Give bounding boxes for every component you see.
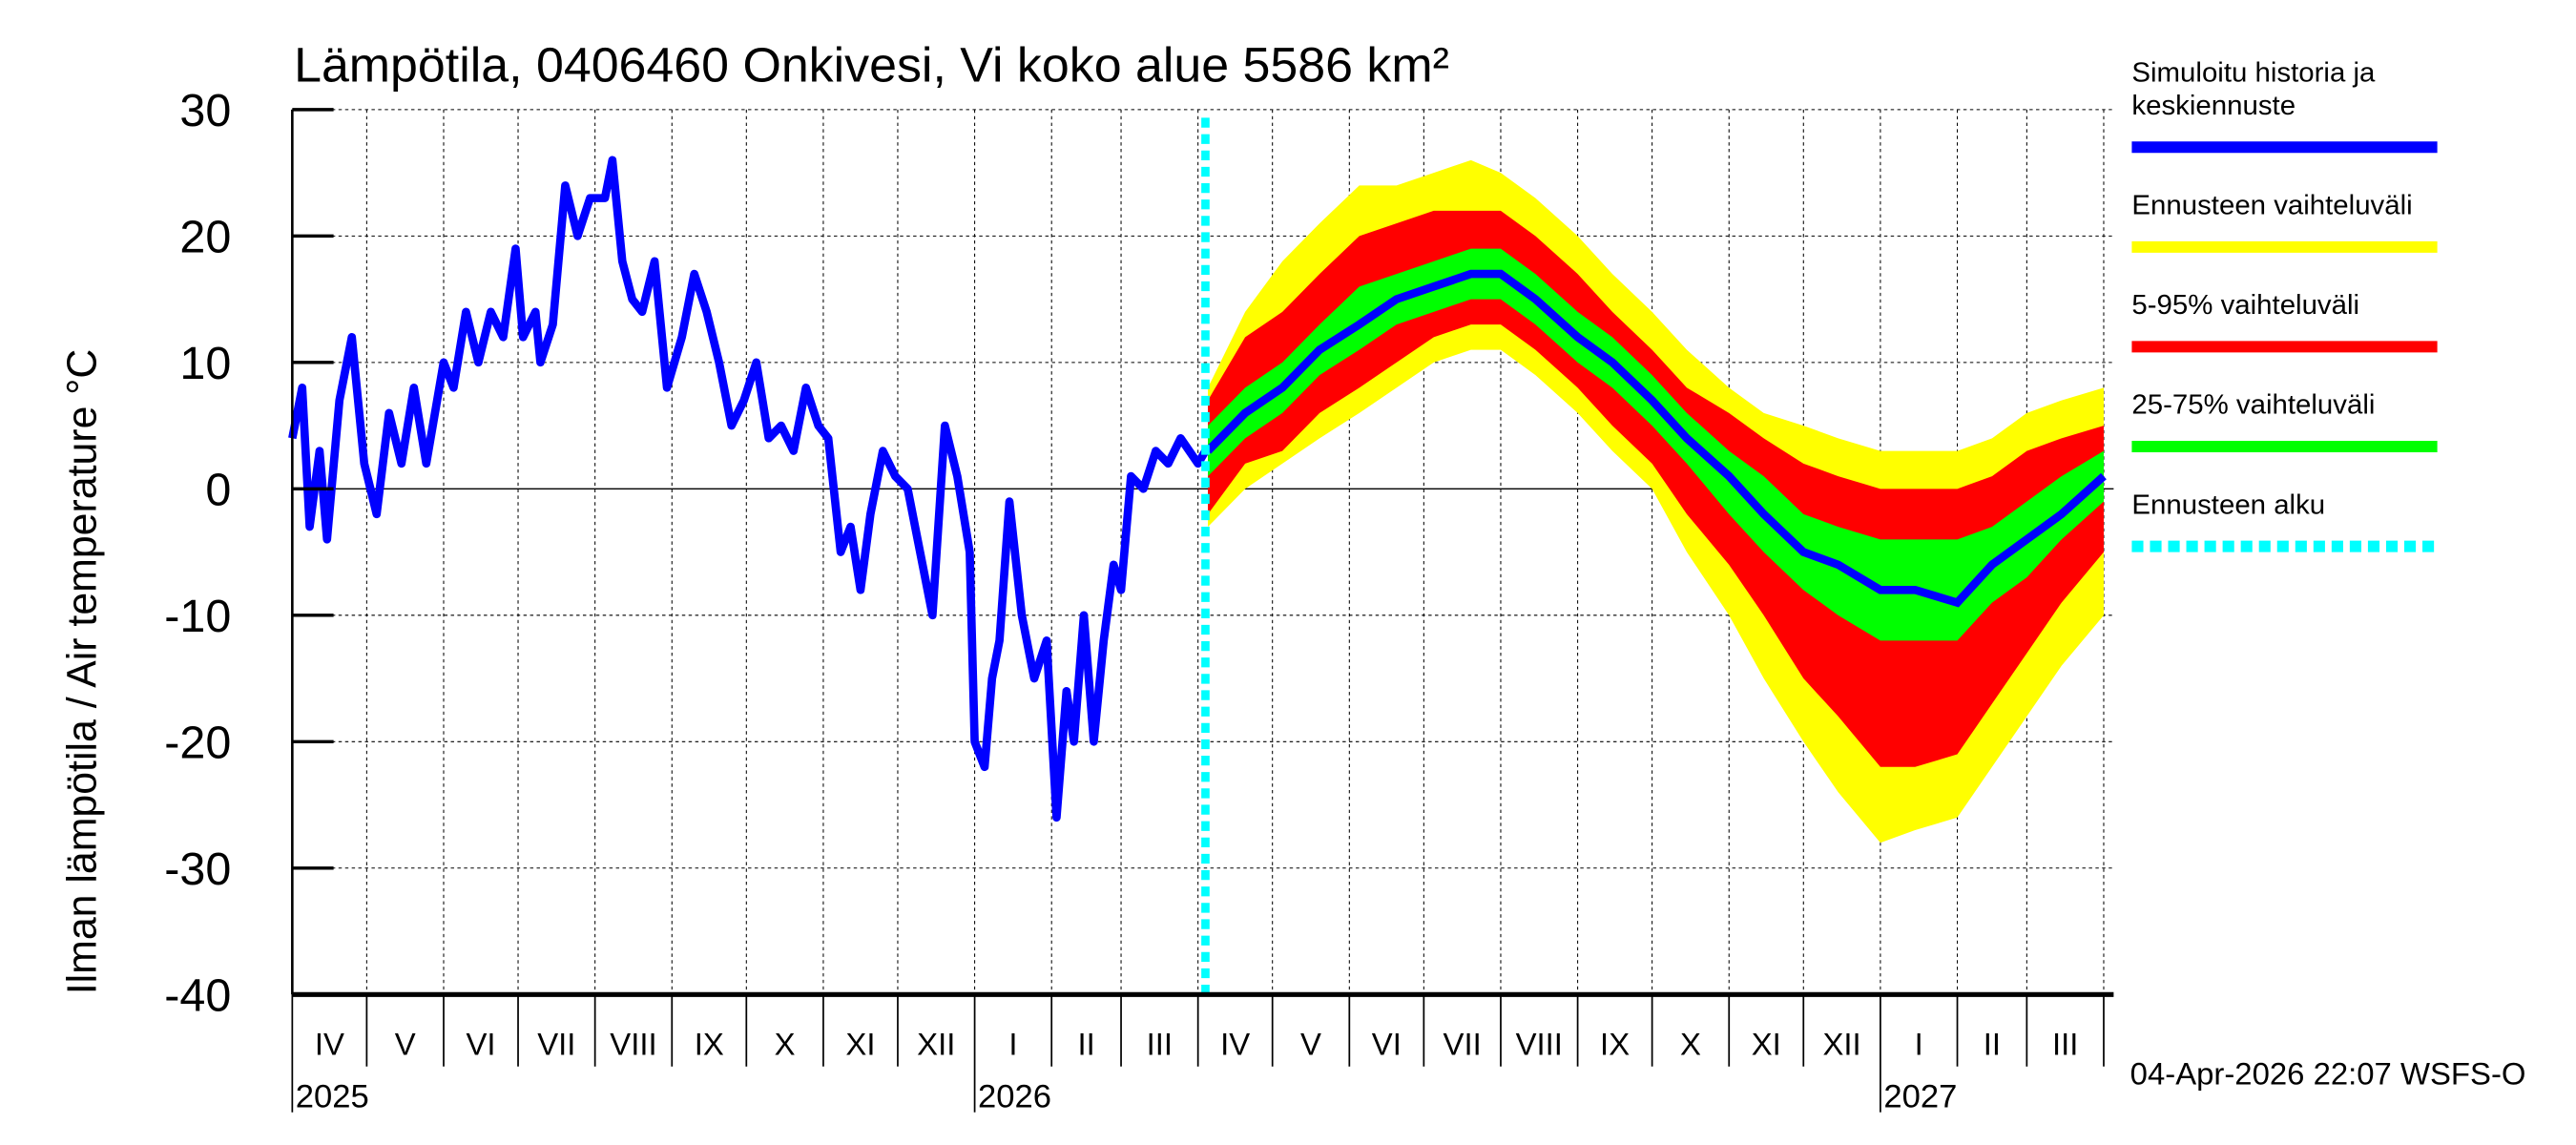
y-tick-label: 30 [179,85,231,136]
legend-label: 5-95% vaihteluväli [2131,289,2359,321]
month-label: V [1300,1027,1321,1062]
month-label: XI [1752,1027,1781,1062]
legend-label: keskiennuste [2131,90,2296,121]
y-tick-label: -10 [164,591,231,642]
month-label: XII [1822,1027,1860,1062]
legend-label: Simuloitu historia ja [2131,57,2376,89]
month-label: IX [1600,1027,1630,1062]
chart-title: Lämpötila, 0406460 Onkivesi, Vi koko alu… [294,37,1449,93]
month-label: I [1008,1027,1017,1062]
month-label: III [2052,1027,2078,1062]
month-label: X [775,1027,796,1062]
month-label: XII [917,1027,955,1062]
month-label: X [1680,1027,1701,1062]
year-label: 2027 [1883,1079,1957,1115]
y-tick-label: -30 [164,843,231,895]
month-label: VIII [610,1027,656,1062]
month-label: II [1077,1027,1094,1062]
month-label: III [1147,1027,1173,1062]
month-label: VII [537,1027,575,1062]
median-forecast-line [1204,269,2107,608]
month-label: VI [1372,1027,1402,1062]
year-label: 2026 [978,1079,1051,1115]
history-line [288,156,1210,822]
series-lines [288,117,2107,995]
y-tick-label: -20 [164,718,231,769]
month-label: IV [315,1027,344,1062]
forecast-bands [1208,159,2104,843]
month-label: IX [695,1027,724,1062]
month-label: II [1984,1027,2001,1062]
month-label: VII [1444,1027,1482,1062]
month-label: IV [1220,1027,1250,1062]
footer-timestamp: 04-Apr-2026 22:07 WSFS-O [2130,1056,2526,1092]
y-axis-label: Ilman lämpötila / Air temperature °C [59,349,105,995]
year-label: 2025 [296,1079,369,1115]
legend-label: Ennusteen alku [2131,489,2325,520]
y-tick-label: 10 [179,338,231,389]
y-tick-label: 0 [205,465,231,516]
band-25-75 [1208,248,2104,641]
month-label: XI [845,1027,875,1062]
legend-label: Ennusteen vaihteluväli [2131,190,2412,221]
month-label: VI [466,1027,495,1062]
month-label: V [395,1027,416,1062]
month-label: VIII [1516,1027,1563,1062]
month-label: I [1915,1027,1923,1062]
legend-label: 25-75% vaihteluväli [2131,389,2375,421]
y-tick-label: 20 [179,212,231,263]
y-tick-label: -40 [164,970,231,1022]
